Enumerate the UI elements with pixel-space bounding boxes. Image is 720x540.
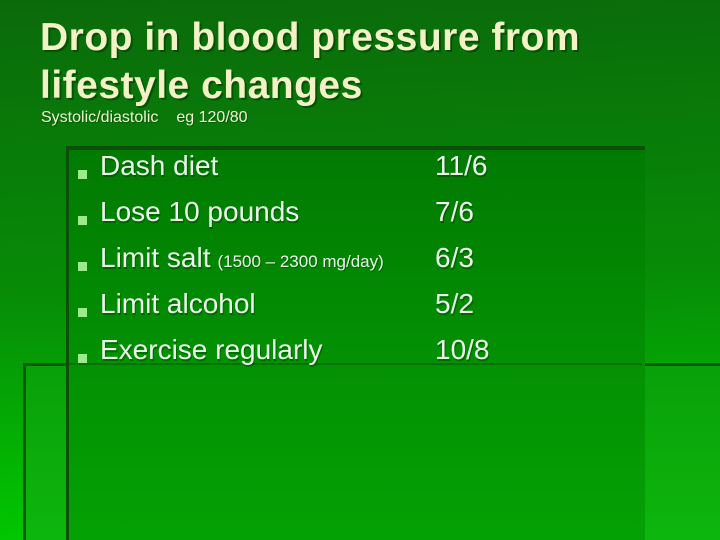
square-bullet-icon [78,215,87,225]
panel-shadow-line [69,363,642,365]
list-item-label: Dash diet [100,150,219,181]
content-panel [66,146,645,540]
slide-subtitle: Systolic/diastolic eg 120/80 [41,109,248,127]
list-item-text: Limit alcohol [100,288,435,320]
list-item: Dash diet 11/6 [78,150,638,196]
subtitle-label: Systolic/diastolic [41,109,159,126]
list-item: Exercise regularly 10/8 [78,334,638,380]
square-bullet-icon [78,307,87,317]
lifestyle-changes-list: Dash diet 11/6 Lose 10 pounds 7/6 Limit … [78,150,638,380]
list-item-value: 7/6 [435,196,474,227]
list-item-value: 5/2 [435,288,474,319]
list-item-text: Limit salt (1500 – 2300 mg/day) [100,242,435,274]
list-item-value: 10/8 [435,334,490,365]
list-item: Lose 10 pounds 7/6 [78,196,638,242]
square-bullet-icon [78,169,87,179]
list-item: Limit alcohol 5/2 [78,288,638,334]
list-item-note: (1500 – 2300 mg/day) [217,252,384,271]
list-item-label: Limit alcohol [100,288,256,319]
list-item: Limit salt (1500 – 2300 mg/day) 6/3 [78,242,638,288]
slide-title: Drop in blood pressure from lifestyle ch… [40,16,581,107]
list-item-text: Lose 10 pounds [100,196,435,228]
list-item-text: Dash diet [100,150,435,182]
square-bullet-icon [78,261,87,271]
list-item-text: Exercise regularly [100,334,435,366]
square-bullet-icon [78,353,87,363]
list-item-label: Exercise regularly [100,334,323,365]
list-item-label: Lose 10 pounds [100,196,300,227]
list-item-label: Limit salt [100,242,211,273]
list-item-value: 11/6 [435,150,488,181]
list-item-value: 6/3 [435,242,474,273]
subtitle-example: eg 120/80 [176,109,248,126]
